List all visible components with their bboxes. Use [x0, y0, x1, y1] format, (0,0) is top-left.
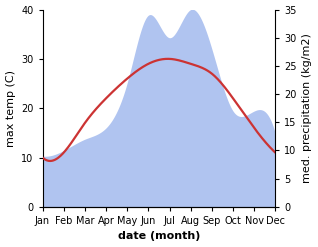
Y-axis label: med. precipitation (kg/m2): med. precipitation (kg/m2)	[302, 33, 313, 183]
Y-axis label: max temp (C): max temp (C)	[5, 70, 16, 147]
X-axis label: date (month): date (month)	[118, 231, 200, 242]
